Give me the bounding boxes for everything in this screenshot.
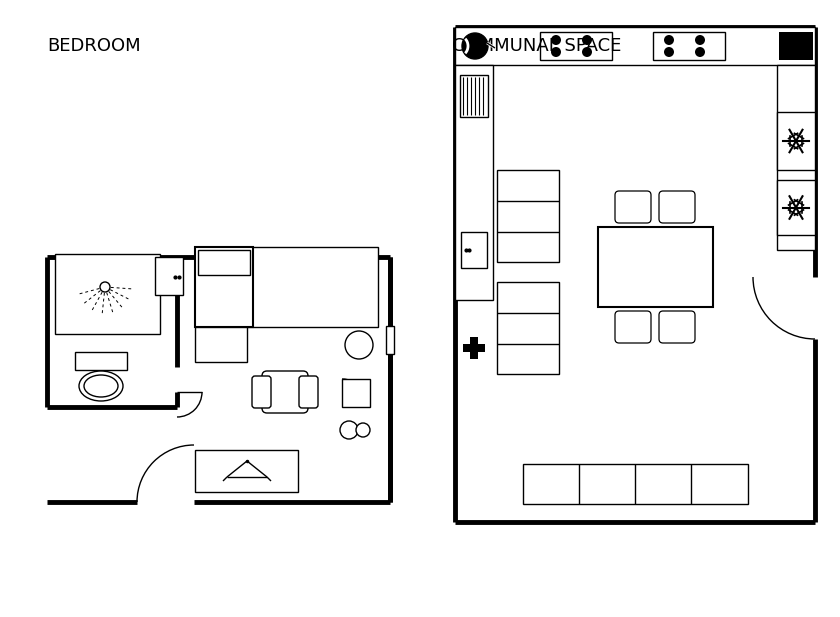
Circle shape — [695, 35, 705, 45]
Bar — [55, 254, 160, 334]
Bar — [470, 337, 478, 359]
Circle shape — [664, 47, 674, 57]
FancyBboxPatch shape — [299, 376, 318, 408]
Circle shape — [356, 423, 370, 437]
FancyBboxPatch shape — [262, 371, 308, 413]
Bar — [195, 247, 253, 327]
Bar — [777, 112, 815, 170]
Bar — [463, 344, 485, 352]
Bar — [455, 65, 493, 300]
Bar — [155, 257, 183, 295]
Circle shape — [582, 35, 592, 45]
Circle shape — [551, 47, 561, 57]
Circle shape — [345, 331, 373, 359]
Bar — [598, 227, 713, 307]
Bar — [461, 232, 487, 268]
FancyBboxPatch shape — [615, 191, 651, 223]
Bar — [497, 170, 559, 262]
Bar — [195, 450, 298, 492]
Bar — [460, 75, 488, 117]
Bar — [198, 250, 250, 275]
FancyBboxPatch shape — [659, 311, 695, 343]
Bar — [777, 180, 815, 235]
Circle shape — [340, 421, 358, 439]
Circle shape — [100, 282, 110, 292]
Circle shape — [695, 47, 705, 57]
FancyBboxPatch shape — [615, 311, 651, 343]
Ellipse shape — [462, 33, 488, 59]
Bar — [386, 326, 394, 354]
Bar — [540, 32, 612, 60]
Bar — [653, 32, 725, 60]
Ellipse shape — [79, 371, 123, 401]
FancyBboxPatch shape — [659, 191, 695, 223]
Bar — [342, 379, 370, 407]
Bar — [195, 247, 378, 327]
Ellipse shape — [84, 375, 118, 397]
Bar — [779, 32, 813, 60]
Bar — [195, 327, 247, 362]
Circle shape — [582, 47, 592, 57]
Text: COMMUNAL SPACE: COMMUNAL SPACE — [452, 37, 622, 55]
Bar — [777, 65, 815, 250]
Bar — [523, 464, 748, 504]
FancyBboxPatch shape — [252, 376, 271, 408]
Text: BEDROOM: BEDROOM — [47, 37, 140, 55]
Bar — [497, 282, 559, 374]
Bar — [75, 352, 127, 370]
Circle shape — [551, 35, 561, 45]
Bar — [455, 27, 815, 65]
Circle shape — [664, 35, 674, 45]
